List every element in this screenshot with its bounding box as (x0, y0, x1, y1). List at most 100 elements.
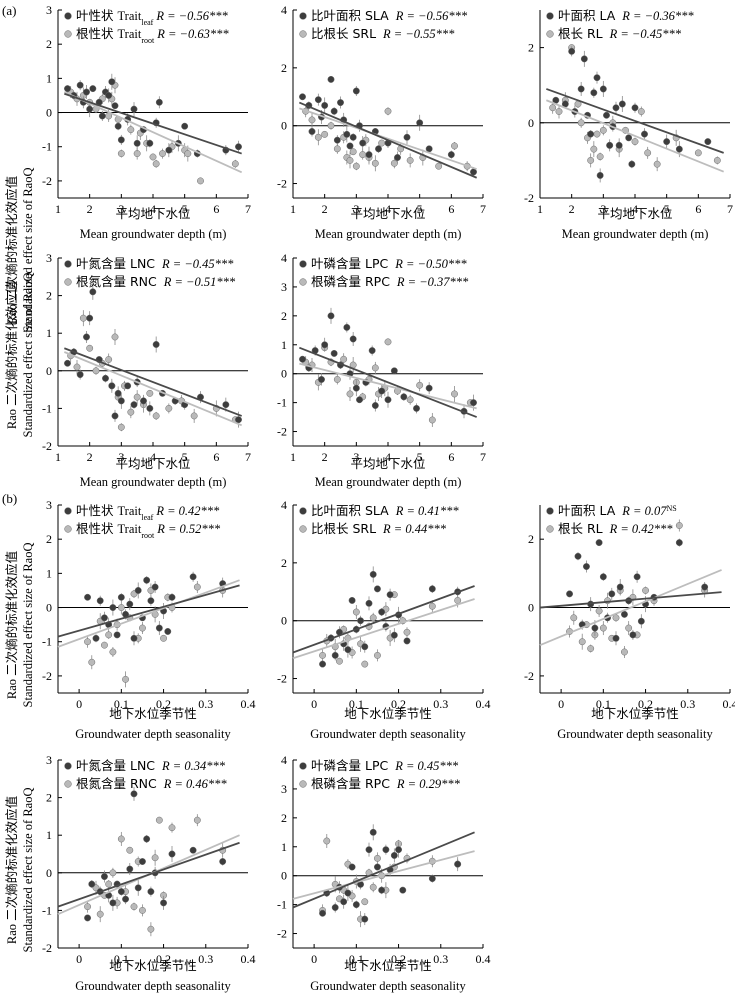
data-point (620, 610, 628, 618)
data-point (308, 116, 316, 124)
data-point (694, 149, 702, 157)
data-point (149, 153, 157, 161)
data-point (369, 570, 377, 578)
y-tick-label: -1 (42, 635, 52, 649)
y-tick-label: -1 (277, 396, 287, 410)
legend-marker (299, 507, 307, 515)
legend-entry: 叶磷含量 LPC R = 0.45*** (311, 758, 459, 773)
data-point (235, 416, 242, 424)
data-point (375, 145, 382, 153)
y-axis-title-en: Standardized effect size of RaoQ (21, 168, 35, 333)
data-point (663, 138, 671, 146)
data-point (314, 133, 322, 141)
data-point (117, 835, 125, 843)
y-tick-label: 3 (46, 498, 52, 512)
data-point (108, 78, 116, 86)
y-tick-label: 0 (281, 869, 287, 883)
data-point (369, 883, 377, 891)
legend-entry: 根长 RL R = 0.42*** (558, 521, 673, 536)
data-point (134, 884, 142, 892)
data-point (337, 99, 344, 107)
data-point (111, 102, 119, 110)
data-point (76, 81, 84, 89)
data-point (570, 614, 578, 622)
section-label-a: (a) (2, 3, 16, 18)
data-point (365, 846, 373, 854)
x-tick-label: 0.3 (433, 697, 448, 711)
data-point (333, 145, 341, 153)
data-point (356, 396, 363, 404)
y-axis-title-zh: Rao 二次熵的标准化效应值 (4, 176, 19, 324)
data-point (138, 906, 146, 914)
data-point (98, 112, 106, 120)
legend-entry: 叶氮含量 LNC R = 0.34*** (76, 758, 226, 773)
y-axis-title-row-4: Rao 二次熵的标准化效应值 Standardized effect size … (4, 788, 35, 953)
data-point (365, 151, 373, 159)
data-point (340, 898, 348, 906)
x-tick-label: 4 (150, 450, 156, 464)
x-axis-title-zh: 地下水位季节性 (344, 706, 432, 721)
y-tick-label: 3 (281, 782, 287, 796)
y-axis-title-zh: Rao 二次熵的标准化效应值 (4, 281, 19, 429)
data-point (333, 136, 341, 144)
data-point (152, 341, 160, 348)
data-point (390, 851, 398, 859)
regression-line (292, 598, 475, 660)
data-point (591, 624, 599, 632)
legend-entry: 叶氮含量 LNC R = −0.45*** (76, 256, 234, 271)
data-point (653, 160, 661, 168)
x-axis-title-en: Mean groundwater depth (m) (562, 227, 709, 241)
x-tick-label: 0 (76, 697, 82, 711)
data-point (346, 156, 354, 164)
y-tick-label: 0 (46, 364, 52, 378)
y-tick-label: -1 (42, 401, 52, 415)
y-axis-title-en: Standardized effect size of RaoQ (21, 273, 35, 438)
data-point (378, 139, 386, 147)
data-point (425, 384, 433, 392)
data-point (344, 889, 352, 897)
y-tick-label: 0 (528, 601, 534, 615)
regression-line (299, 362, 477, 410)
x-tick-label: 0.3 (680, 697, 695, 711)
y-tick-label: 2 (281, 556, 287, 570)
x-axis-title-en: Mean groundwater depth (m) (80, 475, 227, 489)
x-axis-title-zh: 地下水位季节性 (591, 706, 679, 721)
y-tick-label: -2 (42, 439, 52, 453)
data-point (231, 160, 239, 168)
data-point (113, 631, 121, 639)
y-tick-label: 2 (46, 791, 52, 805)
data-point (344, 646, 352, 654)
data-point (168, 824, 176, 832)
legend-entry: 比根长 SRL R = 0.44*** (311, 521, 447, 536)
data-point (100, 614, 108, 622)
data-point (155, 816, 163, 824)
data-point (574, 552, 582, 560)
legend-marker (64, 525, 72, 533)
y-tick-label: 1 (46, 566, 52, 580)
data-point (425, 145, 433, 153)
data-point (168, 593, 176, 601)
data-point (620, 648, 628, 656)
data-point (386, 591, 394, 599)
data-point (348, 863, 356, 871)
x-tick-label: 7 (245, 202, 251, 216)
legend-entry: 根性状 Traitroot R = 0.52*** (76, 521, 221, 540)
y-axis-title-en: Standardized effect size of RaoQ (21, 788, 35, 953)
y-tick-label: 1 (46, 828, 52, 842)
x-tick-label: 6 (448, 450, 454, 464)
data-point (127, 126, 135, 134)
data-point (369, 614, 377, 622)
legend-marker (299, 12, 307, 20)
x-tick-label: 0 (558, 697, 564, 711)
data-point (428, 416, 436, 424)
data-point (138, 624, 146, 632)
x-tick-label: 6 (448, 202, 454, 216)
data-point (644, 149, 652, 157)
section-label-b: (b) (2, 491, 17, 506)
data-point (549, 104, 557, 112)
legend-entry: 叶面积 LA R = −0.36*** (558, 8, 694, 23)
data-point (109, 869, 117, 877)
regression-line (292, 850, 475, 900)
data-point (319, 651, 327, 659)
